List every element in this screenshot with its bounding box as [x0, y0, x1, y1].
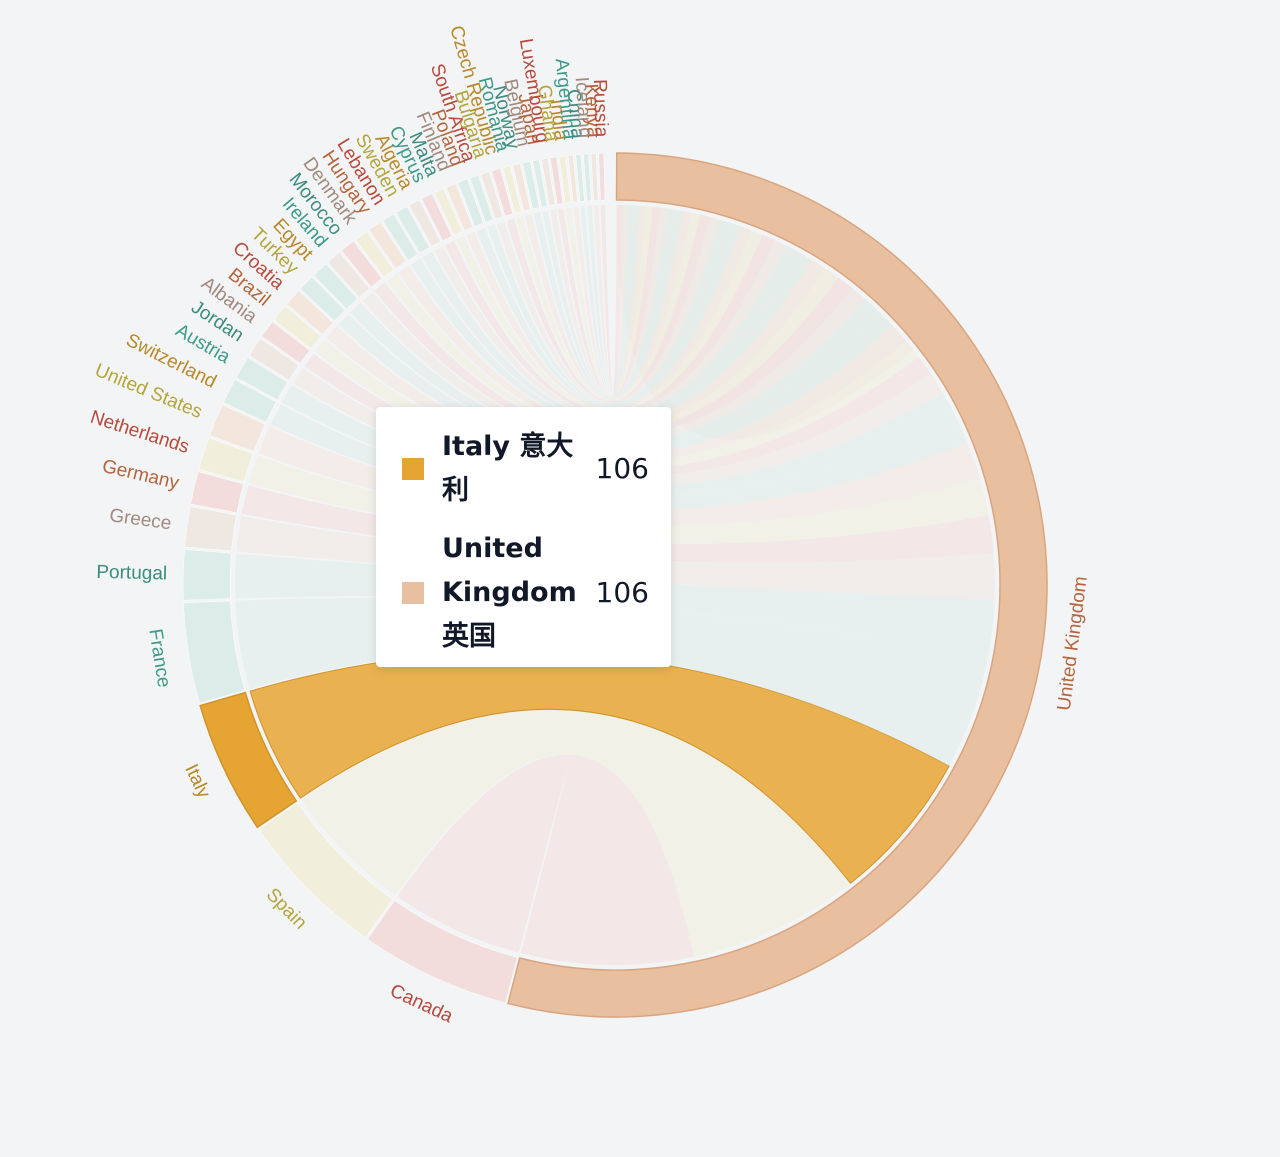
ribbon-malta[interactable] — [456, 230, 763, 412]
ribbon-ghana[interactable] — [558, 206, 661, 397]
ribbon-argentina[interactable] — [573, 205, 646, 396]
label-portugal: Portugal — [96, 562, 167, 585]
ribbon-japan[interactable] — [542, 208, 675, 398]
arc-italy[interactable] — [199, 691, 298, 829]
arc-brazil[interactable] — [273, 305, 322, 350]
ribbon-ireland[interactable] — [362, 288, 866, 443]
arc-czech-republic[interactable] — [491, 168, 514, 217]
label-united-kingdom: United Kingdom — [1054, 575, 1092, 712]
arc-egypt[interactable] — [313, 263, 358, 310]
tooltip-label: Italy 意大利 — [442, 431, 574, 506]
ribbon-czech-republic[interactable] — [506, 214, 711, 402]
arc-iceland[interactable] — [583, 153, 592, 202]
label-russia: Russia — [589, 79, 612, 138]
tooltip-swatch-icon — [402, 582, 424, 604]
arc-india[interactable] — [558, 155, 572, 204]
arc-luxembourg[interactable] — [541, 157, 556, 206]
tooltip-swatch-icon — [402, 458, 424, 480]
arc-united-kingdom[interactable] — [507, 152, 1048, 1018]
tooltip-label: United Kingdom 英国 — [442, 533, 577, 652]
arc-bulgaria[interactable] — [480, 171, 504, 220]
arc-hungary[interactable] — [368, 221, 407, 269]
ribbon-canada[interactable] — [397, 754, 694, 965]
arc-switzerland[interactable] — [223, 379, 277, 423]
arc-algeria[interactable] — [408, 199, 441, 247]
arc-japan[interactable] — [532, 159, 548, 208]
arc-ghana[interactable] — [549, 156, 564, 205]
tooltip-value: 106 — [595, 452, 649, 485]
arc-austria[interactable] — [235, 357, 289, 401]
arc-poland[interactable] — [457, 178, 484, 227]
tooltip-value: 106 — [595, 576, 649, 609]
ribbon-bulgaria[interactable] — [496, 217, 720, 404]
ribbon-algeria[interactable] — [434, 240, 787, 417]
ribbon-south-africa[interactable] — [487, 219, 730, 405]
ribbon-luxembourg[interactable] — [550, 207, 668, 398]
ribbon-germany[interactable] — [241, 485, 994, 563]
arc-kenya[interactable] — [590, 153, 599, 201]
ribbon-greece[interactable] — [236, 515, 996, 600]
arc-jordan[interactable] — [248, 338, 300, 381]
ribbon-russia[interactable] — [600, 205, 623, 396]
arcs-group — [182, 152, 1048, 1018]
arc-cyprus[interactable] — [421, 193, 453, 242]
label-iceland: Iceland — [571, 76, 596, 139]
arc-south-africa[interactable] — [469, 174, 494, 223]
label-italy: Italy — [180, 761, 214, 802]
arc-norway[interactable] — [512, 163, 531, 212]
label-greece: Greece — [108, 505, 173, 534]
ribbon-kenya[interactable] — [593, 205, 629, 396]
arc-france[interactable] — [183, 600, 245, 704]
arc-spain[interactable] — [258, 802, 393, 938]
arc-united-states[interactable] — [209, 404, 266, 452]
label-germany: Germany — [100, 456, 181, 494]
arc-canada[interactable] — [367, 900, 518, 1004]
ribbon-hungary[interactable] — [398, 259, 826, 428]
arc-albania[interactable] — [261, 321, 310, 364]
arc-netherlands[interactable] — [198, 437, 254, 483]
ribbon-lebanon[interactable] — [410, 252, 812, 424]
ribbon-romania[interactable] — [516, 212, 701, 401]
label-kenya: Kenya — [580, 83, 604, 138]
arc-china[interactable] — [575, 154, 585, 202]
arc-morocco[interactable] — [341, 240, 383, 288]
ribbon-sweden[interactable] — [422, 245, 800, 421]
label-canada: Canada — [387, 980, 457, 1027]
arc-malta[interactable] — [434, 188, 463, 236]
arc-russia[interactable] — [598, 152, 606, 201]
arc-portugal[interactable] — [182, 549, 232, 601]
label-france: France — [144, 627, 174, 689]
arc-finland[interactable] — [445, 183, 474, 231]
tooltip-row: United Kingdom 英国 106 — [402, 527, 649, 659]
arc-germany[interactable] — [190, 471, 244, 514]
arc-belgium[interactable] — [522, 161, 540, 210]
ribbon-denmark[interactable] — [386, 268, 839, 433]
arc-sweden[interactable] — [395, 206, 430, 254]
arc-romania[interactable] — [502, 165, 522, 214]
ribbon-india[interactable] — [565, 206, 653, 397]
ribbon-iceland[interactable] — [587, 205, 634, 396]
ribbon-morocco[interactable] — [374, 277, 853, 438]
ribbon-belgium[interactable] — [533, 209, 684, 399]
label-china: China — [563, 88, 588, 140]
ribbon-cyprus[interactable] — [444, 234, 775, 414]
tooltip-row: Italy 意大利 106 — [402, 425, 649, 513]
label-india: India — [545, 98, 571, 142]
label-spain: Spain — [262, 884, 311, 933]
arc-argentina[interactable] — [567, 154, 578, 203]
ribbon-china[interactable] — [580, 205, 640, 396]
arc-croatia[interactable] — [286, 290, 334, 335]
arc-denmark[interactable] — [355, 231, 395, 278]
ribbon-spain[interactable] — [301, 709, 851, 957]
ribbon-poland[interactable] — [476, 222, 741, 407]
ribbon-italy[interactable] — [249, 651, 950, 884]
arc-ireland[interactable] — [327, 251, 370, 298]
arc-turkey[interactable] — [300, 276, 346, 322]
ribbon-finland[interactable] — [466, 226, 752, 409]
arc-greece[interactable] — [184, 506, 237, 552]
arc-lebanon[interactable] — [382, 213, 419, 261]
chart-tooltip: Italy 意大利 106 United Kingdom 英国 106 — [376, 407, 671, 667]
label-netherlands: Netherlands — [88, 407, 192, 458]
ribbon-norway[interactable] — [524, 211, 692, 400]
